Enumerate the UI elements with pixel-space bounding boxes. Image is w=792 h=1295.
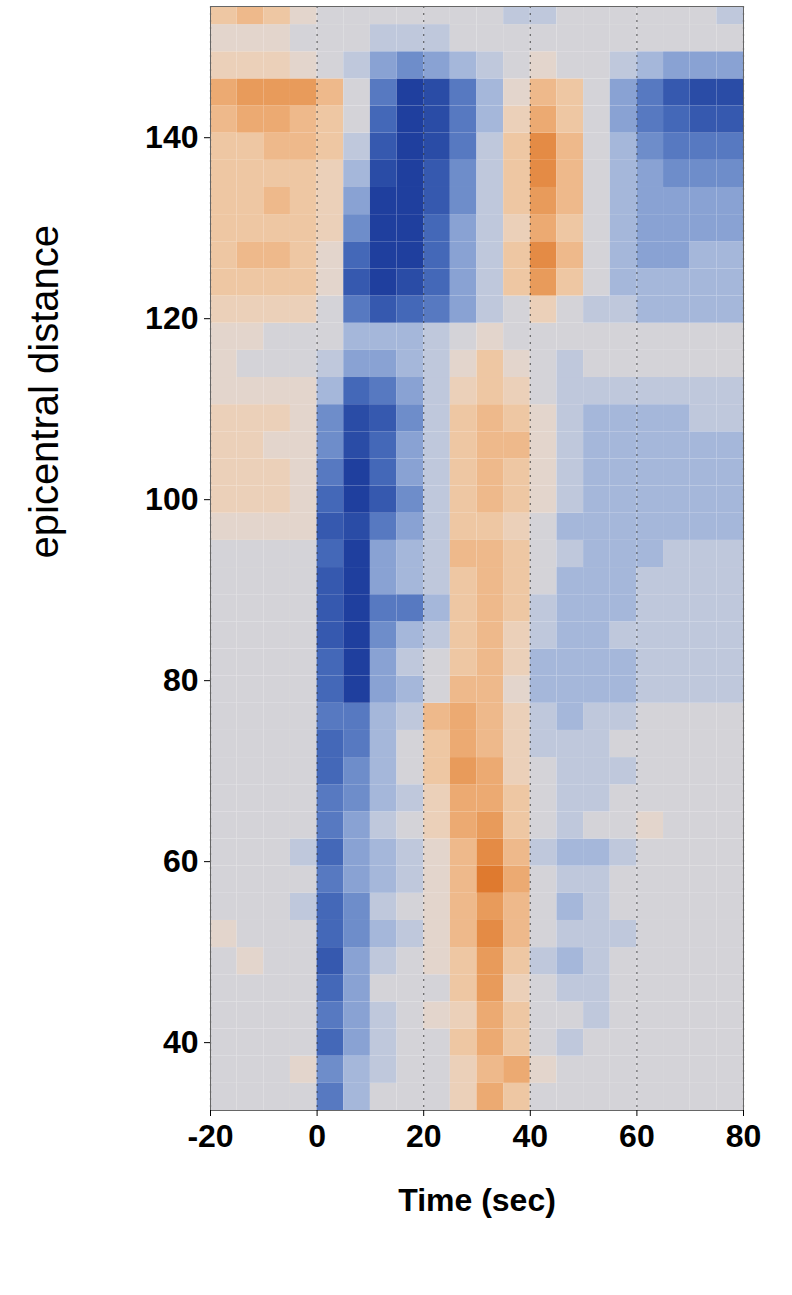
svg-text:-20: -20 [187, 1118, 233, 1154]
svg-text:epicentral distance: epicentral distance [22, 225, 66, 559]
svg-text:60: 60 [619, 1118, 655, 1154]
svg-text:20: 20 [406, 1118, 442, 1154]
svg-text:140: 140 [145, 119, 198, 155]
svg-text:120: 120 [145, 300, 198, 336]
svg-text:80: 80 [163, 662, 199, 698]
svg-text:0: 0 [308, 1118, 326, 1154]
svg-text:Time (sec): Time (sec) [398, 1182, 556, 1218]
svg-text:100: 100 [145, 481, 198, 517]
svg-text:80: 80 [726, 1118, 762, 1154]
svg-text:40: 40 [163, 1024, 199, 1060]
svg-text:60: 60 [163, 843, 199, 879]
svg-text:40: 40 [513, 1118, 549, 1154]
